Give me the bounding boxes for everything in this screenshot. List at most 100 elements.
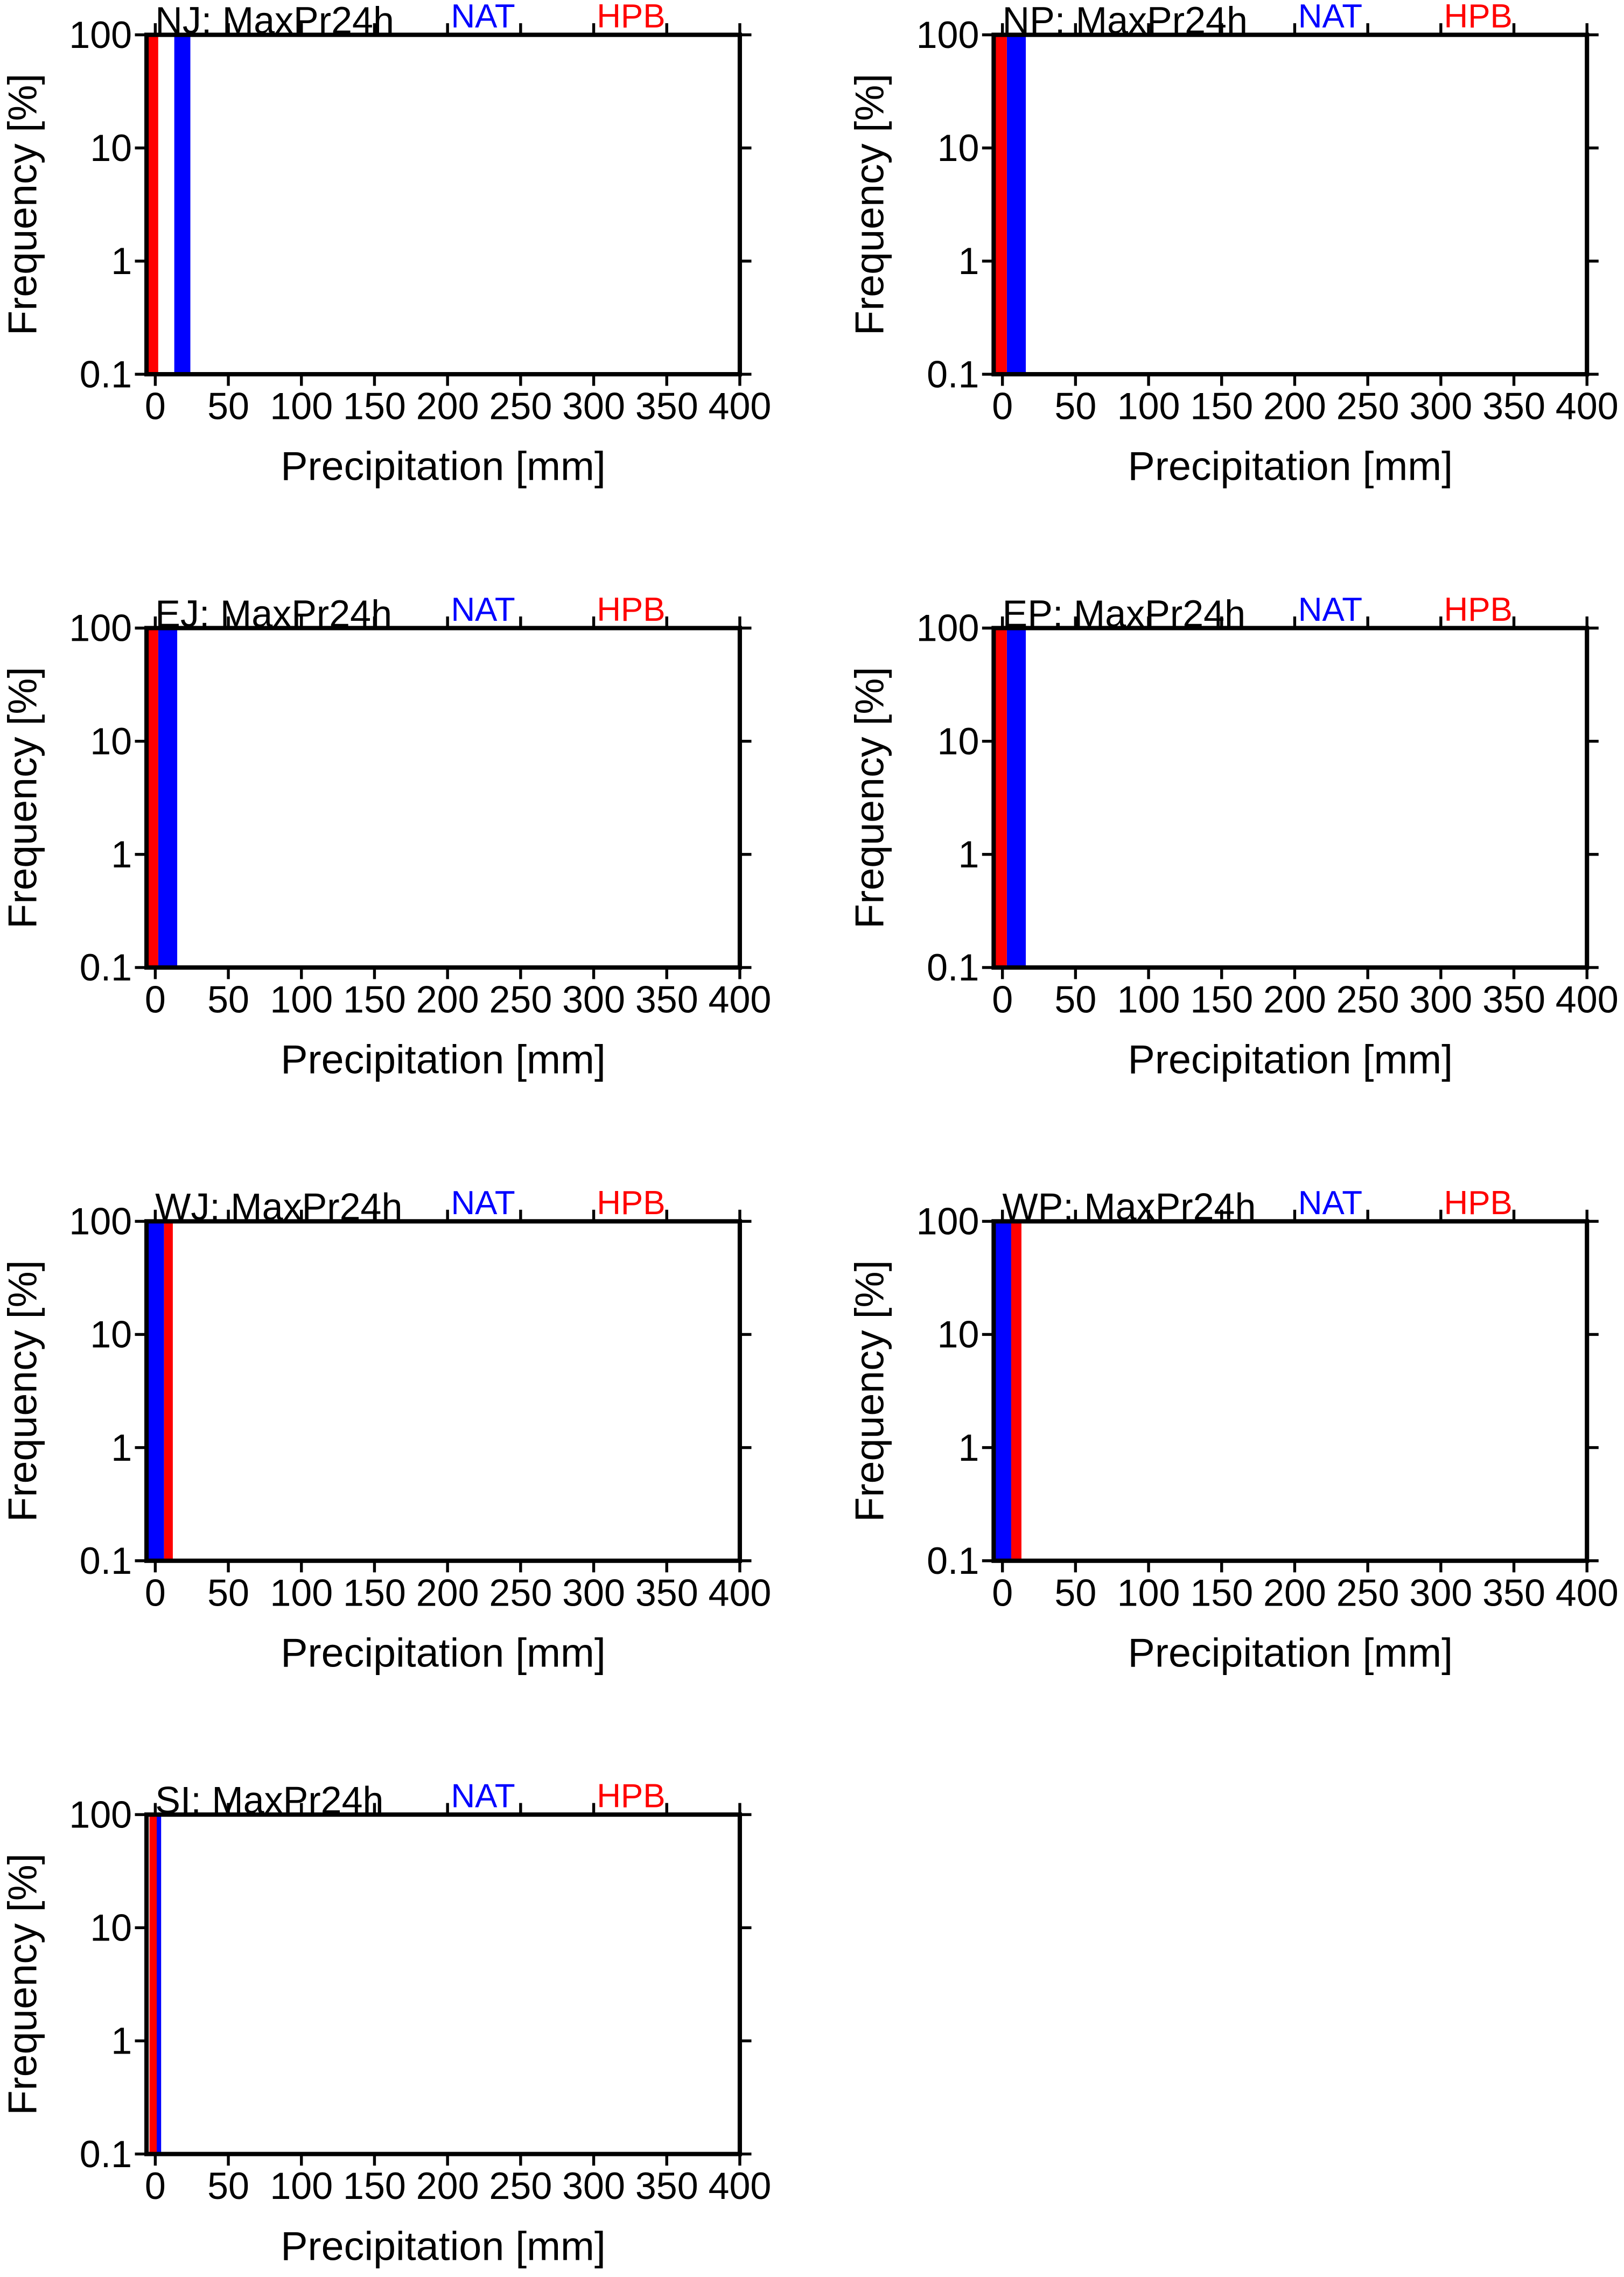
x-tick-label: 100 <box>270 2165 333 2207</box>
x-tick-label: 200 <box>416 386 479 428</box>
x-tick-label: 300 <box>562 386 625 428</box>
x-tick-label: 350 <box>635 978 698 1020</box>
y-tick-label: 100 <box>69 14 132 56</box>
x-tick-label: 200 <box>416 2165 479 2207</box>
legend-entry: HPB <box>1444 591 1512 628</box>
y-tick-label: 0.1 <box>927 947 979 989</box>
x-tick-label: 400 <box>1556 386 1619 428</box>
x-tick-label: 0 <box>145 1572 166 1614</box>
x-tick-label: 250 <box>1336 978 1399 1020</box>
x-tick-label: 50 <box>207 1572 249 1614</box>
y-tick-label: 0.1 <box>927 1540 979 1582</box>
legend-entry: NAT <box>451 0 515 35</box>
x-axis-label: Precipitation [mm] <box>281 1037 606 1082</box>
y-tick-label: 10 <box>937 1314 979 1356</box>
y-tick-label: 100 <box>916 14 979 56</box>
y-axis-label: Frequency [%] <box>0 1260 45 1522</box>
x-tick-label: 150 <box>1190 1572 1253 1614</box>
bar <box>174 34 191 375</box>
x-tick-label: 350 <box>635 2165 698 2207</box>
plot-frame <box>144 32 742 377</box>
x-axis-label: Precipitation [mm] <box>281 444 606 489</box>
x-tick-label: 100 <box>270 1572 333 1614</box>
y-axis-label: Frequency [%] <box>847 667 892 929</box>
y-tick-label: 10 <box>90 1907 132 1949</box>
x-tick-label: 200 <box>416 978 479 1020</box>
y-tick-label: 10 <box>937 127 979 169</box>
chart-title: NP: MaxPr24h <box>1003 0 1248 41</box>
x-tick-label: 0 <box>992 978 1013 1020</box>
legend-entry: NAT <box>451 1778 515 1815</box>
bar <box>146 1221 164 1561</box>
bar <box>1006 34 1026 375</box>
x-tick-label: 100 <box>270 386 333 428</box>
bar <box>146 34 158 375</box>
y-tick-label: 1 <box>958 240 979 282</box>
x-tick-label: 350 <box>1482 978 1545 1020</box>
x-tick-label: 50 <box>207 978 249 1020</box>
x-tick-label: 50 <box>207 2165 249 2207</box>
y-tick-label: 0.1 <box>80 2133 132 2175</box>
bar <box>1011 1221 1021 1561</box>
y-axis-label: Frequency [%] <box>0 74 45 335</box>
bar <box>164 1221 173 1561</box>
y-tick-label: 100 <box>69 1793 132 1835</box>
x-tick-label: 50 <box>1054 386 1096 428</box>
x-tick-label: 300 <box>562 1572 625 1614</box>
x-tick-label: 100 <box>1117 1572 1180 1614</box>
bar <box>993 1221 1011 1561</box>
x-tick-label: 350 <box>1482 1572 1545 1614</box>
x-tick-label: 200 <box>1263 1572 1326 1614</box>
legend-entry: NAT <box>1298 0 1362 35</box>
x-axis-label: Precipitation [mm] <box>281 1630 606 1675</box>
y-tick-label: 100 <box>69 607 132 649</box>
plot-frame <box>991 32 1590 377</box>
x-tick-label: 300 <box>562 978 625 1020</box>
y-axis-label: Frequency [%] <box>0 1853 45 2115</box>
chart-title: WJ: MaxPr24h <box>155 1186 402 1228</box>
x-tick-label: 250 <box>489 1572 552 1614</box>
y-tick-label: 10 <box>90 127 132 169</box>
y-tick-label: 1 <box>958 833 979 875</box>
x-tick-label: 200 <box>1263 978 1326 1020</box>
x-tick-label: 250 <box>1336 1572 1399 1614</box>
legend-entry: NAT <box>1298 1185 1362 1222</box>
y-tick-label: 10 <box>90 1314 132 1356</box>
x-tick-label: 300 <box>562 2165 625 2207</box>
chart-title: NJ: MaxPr24h <box>155 0 394 41</box>
x-tick-label: 350 <box>635 1572 698 1614</box>
y-tick-label: 10 <box>937 720 979 762</box>
x-tick-label: 0 <box>145 2165 166 2207</box>
y-tick-label: 0.1 <box>927 353 979 395</box>
y-tick-label: 100 <box>916 1201 979 1243</box>
y-tick-label: 1 <box>111 833 132 875</box>
x-tick-label: 250 <box>1336 386 1399 428</box>
y-axis-label: Frequency [%] <box>847 74 892 335</box>
bar <box>993 628 1007 968</box>
chart-title: WP: MaxPr24h <box>1003 1186 1256 1228</box>
x-tick-label: 300 <box>1409 978 1472 1020</box>
legend-entry: NAT <box>1298 591 1362 628</box>
legend-entry: HPB <box>597 591 665 628</box>
plot-frame <box>991 626 1590 970</box>
x-tick-label: 50 <box>1054 1572 1096 1614</box>
x-axis-label: Precipitation [mm] <box>1128 1037 1453 1082</box>
y-axis-label: Frequency [%] <box>847 1260 892 1522</box>
x-axis-label: Precipitation [mm] <box>1128 444 1453 489</box>
y-tick-label: 0.1 <box>80 947 132 989</box>
x-tick-label: 200 <box>416 1572 479 1614</box>
x-tick-label: 100 <box>1117 386 1180 428</box>
y-tick-label: 100 <box>916 607 979 649</box>
legend-entry: HPB <box>597 1185 665 1222</box>
bar <box>1006 628 1026 968</box>
x-tick-label: 400 <box>709 386 772 428</box>
x-tick-label: 350 <box>1482 386 1545 428</box>
plot-frame <box>144 626 742 970</box>
x-tick-label: 150 <box>343 2165 406 2207</box>
legend-entry: NAT <box>451 591 515 628</box>
bar <box>993 34 1007 375</box>
legend-entry: HPB <box>1444 0 1512 35</box>
x-tick-label: 150 <box>1190 978 1253 1020</box>
plot-frame <box>991 1219 1590 1563</box>
